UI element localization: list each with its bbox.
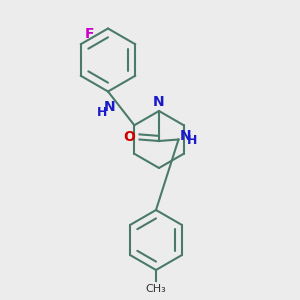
Text: F: F xyxy=(84,27,94,40)
Text: CH₃: CH₃ xyxy=(146,284,167,294)
Text: N: N xyxy=(103,100,115,114)
Text: O: O xyxy=(123,130,135,144)
Text: N: N xyxy=(153,95,165,110)
Text: H: H xyxy=(97,106,107,119)
Text: N: N xyxy=(180,129,192,143)
Text: H: H xyxy=(187,134,197,148)
